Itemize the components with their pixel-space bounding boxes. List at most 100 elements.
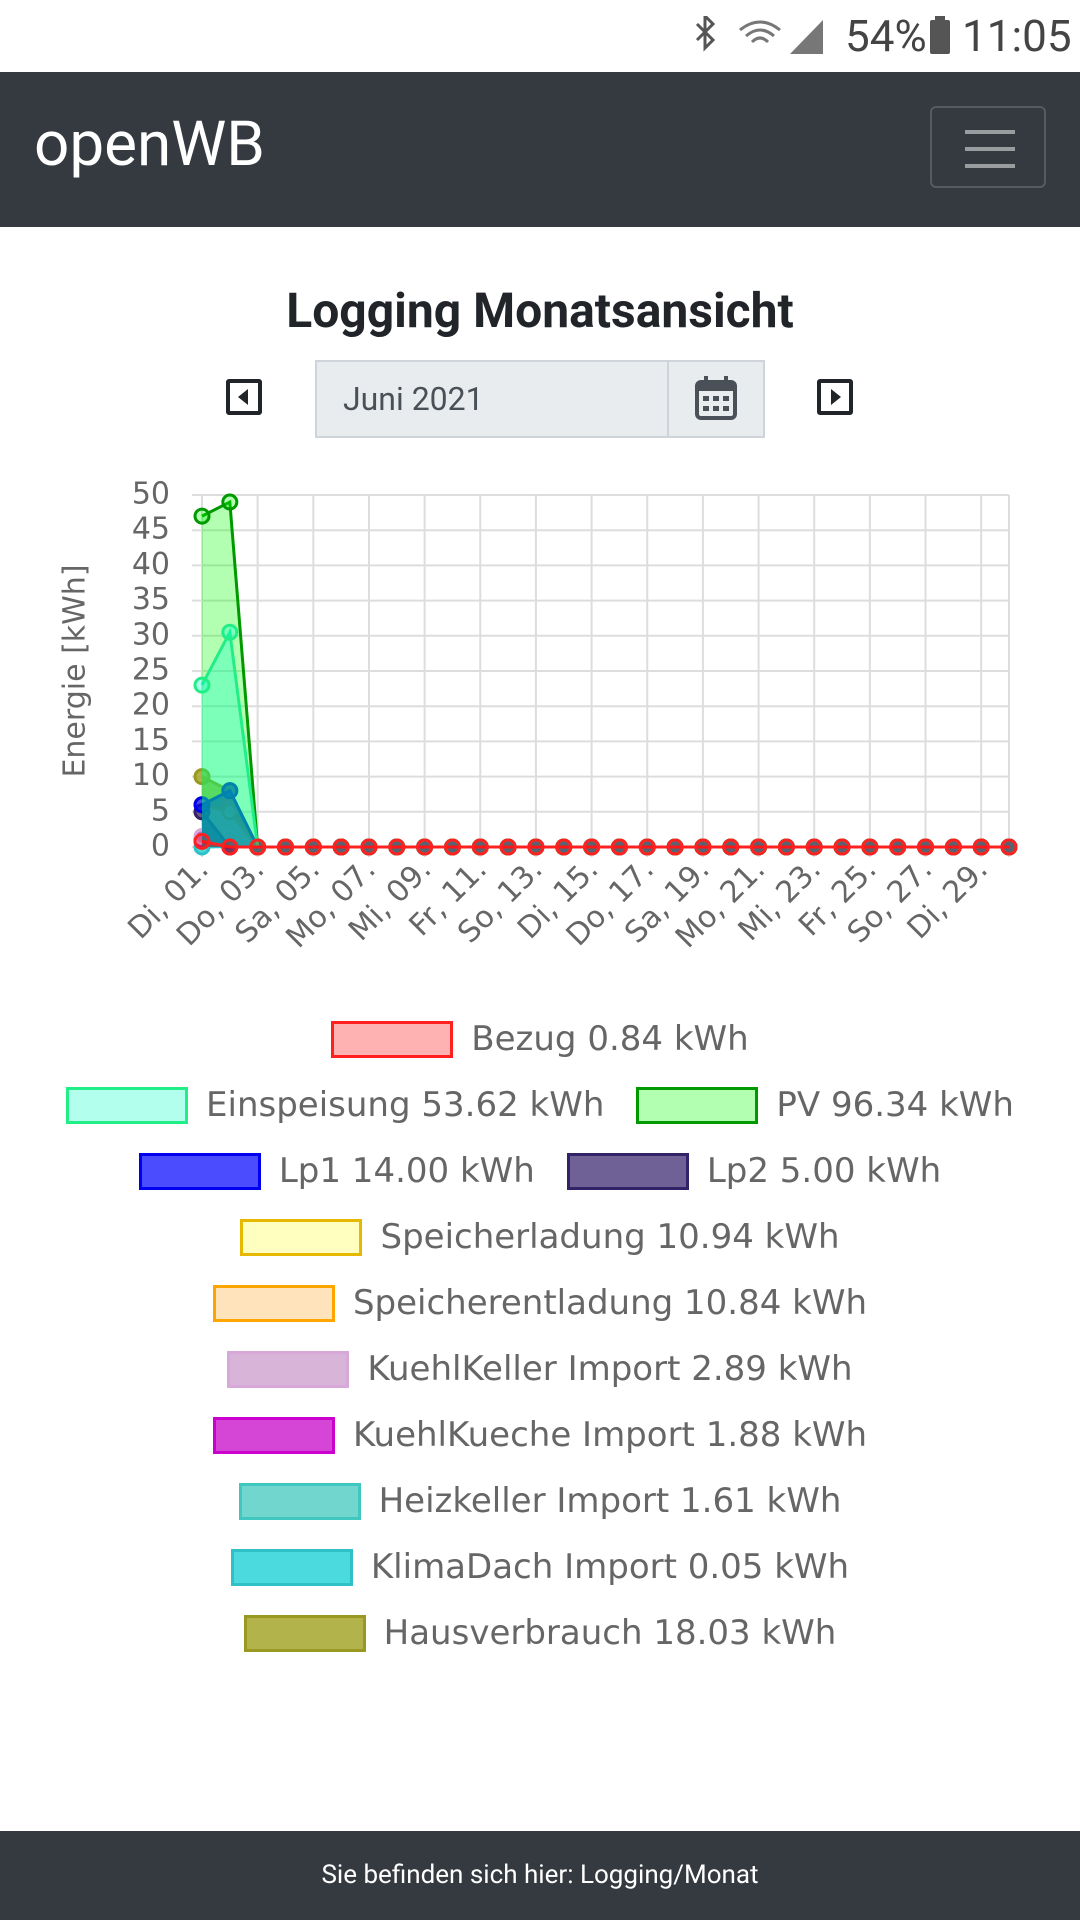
- data-point: [193, 768, 211, 786]
- legend-swatch: [240, 1218, 363, 1256]
- legend-label: Heizkeller Import 1.61 kWh: [378, 1481, 842, 1521]
- legend: Bezug 0.84 kWh Einspeisung 53.62 kWh PV 96…: [0, 1006, 1080, 1666]
- legend-row: Speicherentladung 10.84 kWh: [0, 1270, 1080, 1336]
- legend-swatch: [566, 1152, 689, 1190]
- y-tick-label: 20: [132, 688, 170, 723]
- legend-label: Bezug 0.84 kWh: [471, 1019, 749, 1059]
- month-input[interactable]: Juni 2021: [315, 360, 765, 438]
- data-point: [249, 838, 267, 856]
- data-point: [694, 838, 712, 856]
- legend-label: Speicherladung 10.94 kWh: [380, 1217, 840, 1257]
- data-point: [221, 838, 239, 856]
- data-point: [360, 838, 378, 856]
- data-point: [193, 507, 211, 525]
- battery-icon: [930, 16, 950, 54]
- legend-swatch: [212, 1416, 335, 1454]
- breadcrumb: Sie befinden sich hier: Logging/Monat: [321, 1860, 759, 1890]
- data-point: [750, 838, 768, 856]
- legend-item[interactable]: Lp2 5.00 kWh: [566, 1151, 942, 1191]
- legend-row: Bezug 0.84 kWh: [0, 1006, 1080, 1072]
- y-axis-label: Energie [kWh]: [58, 564, 93, 777]
- legend-row: KlimaDach Import 0.05 kWh: [0, 1534, 1080, 1600]
- legend-swatch: [636, 1086, 759, 1124]
- clock: 11:05: [962, 10, 1072, 62]
- legend-row: Speicherladung 10.94 kWh: [0, 1204, 1080, 1270]
- legend-label: Lp2 5.00 kWh: [706, 1151, 942, 1191]
- series-line: [200, 810, 1009, 849]
- legend-label: Lp1 14.00 kWh: [278, 1151, 535, 1191]
- legend-swatch: [212, 1284, 335, 1322]
- data-point: [944, 838, 962, 856]
- data-point: [972, 838, 990, 856]
- y-tick-label: 15: [132, 723, 170, 758]
- y-tick-label: 25: [132, 653, 170, 688]
- data-point: [917, 838, 935, 856]
- series-area: [202, 502, 1009, 847]
- legend-item[interactable]: Bezug 0.84 kWh: [331, 1019, 749, 1059]
- legend-item[interactable]: Speicherladung 10.94 kWh: [240, 1217, 840, 1257]
- data-point: [276, 838, 294, 856]
- y-tick-label: 50: [132, 477, 170, 512]
- series-area: [202, 811, 1009, 847]
- data-point: [304, 838, 322, 856]
- legend-item[interactable]: Einspeisung 53.62 kWh: [66, 1085, 604, 1125]
- legend-item[interactable]: Heizkeller Import 1.61 kWh: [238, 1481, 842, 1521]
- data-point: [443, 838, 461, 856]
- legend-label: Einspeisung 53.62 kWh: [206, 1085, 605, 1125]
- series-area: [202, 632, 1009, 847]
- series-area: [202, 836, 1009, 847]
- legend-label: Speicherentladung 10.84 kWh: [352, 1283, 868, 1323]
- data-point: [193, 796, 211, 814]
- legend-swatch: [331, 1020, 454, 1058]
- series-line: [201, 788, 1009, 849]
- legend-item[interactable]: KlimaDach Import 0.05 kWh: [230, 1547, 849, 1587]
- legend-row: Hausverbrauch 18.03 kWh: [0, 1600, 1080, 1666]
- y-tick-label: 0: [151, 829, 170, 864]
- legend-item[interactable]: Lp1 14.00 kWh: [138, 1151, 535, 1191]
- legend-label: KuehlKeller Import 2.89 kWh: [367, 1349, 853, 1389]
- series-area: [202, 790, 1009, 847]
- data-point: [777, 838, 795, 856]
- calendar-button[interactable]: [667, 362, 763, 436]
- data-point: [332, 838, 350, 856]
- y-tick-label: 35: [132, 582, 170, 617]
- legend-swatch: [227, 1350, 350, 1388]
- data-point: [555, 838, 573, 856]
- legend-item[interactable]: PV 96.34 kWh: [636, 1085, 1014, 1125]
- legend-item[interactable]: Hausverbrauch 18.03 kWh: [243, 1613, 836, 1653]
- prev-month[interactable]: [226, 379, 262, 415]
- data-point: [499, 838, 517, 856]
- legend-item[interactable]: Speicherentladung 10.84 kWh: [212, 1283, 868, 1323]
- data-point: [1000, 838, 1018, 856]
- legend-swatch: [138, 1152, 261, 1190]
- data-point: [861, 838, 879, 856]
- footer: Sie befinden sich hier: Logging/Monat: [0, 1831, 1080, 1920]
- data-point: [221, 782, 239, 800]
- legend-row: Heizkeller Import 1.61 kWh: [0, 1468, 1080, 1534]
- menu-button[interactable]: [930, 106, 1046, 188]
- data-point: [221, 623, 239, 641]
- series-line: [200, 627, 1009, 849]
- y-tick-label: 30: [132, 617, 170, 652]
- legend-item[interactable]: KuehlKeller Import 2.89 kWh: [227, 1349, 853, 1389]
- data-point: [388, 838, 406, 856]
- legend-swatch: [66, 1086, 189, 1124]
- legend-item[interactable]: KuehlKueche Import 1.88 kWh: [212, 1415, 868, 1455]
- legend-row: KuehlKeller Import 2.89 kWh: [0, 1336, 1080, 1402]
- series: [193, 832, 1018, 856]
- data-point: [805, 838, 823, 856]
- series-line: [201, 834, 1009, 849]
- data-point: [722, 838, 740, 856]
- legend-label: PV 96.34 kWh: [776, 1085, 1014, 1125]
- data-point: [193, 676, 211, 694]
- battery: 54%: [845, 10, 927, 62]
- legend-label: KuehlKueche Import 1.88 kWh: [352, 1415, 868, 1455]
- next-month[interactable]: [817, 379, 853, 415]
- legend-row: KuehlKueche Import 1.88 kWh: [0, 1402, 1080, 1468]
- brand[interactable]: openWB: [34, 108, 265, 181]
- y-tick-label: 5: [151, 793, 170, 828]
- legend-swatch: [243, 1614, 366, 1652]
- series-line: [201, 499, 1009, 849]
- legend-row: Einspeisung 53.62 kWh PV 96.34 kWh: [0, 1072, 1080, 1138]
